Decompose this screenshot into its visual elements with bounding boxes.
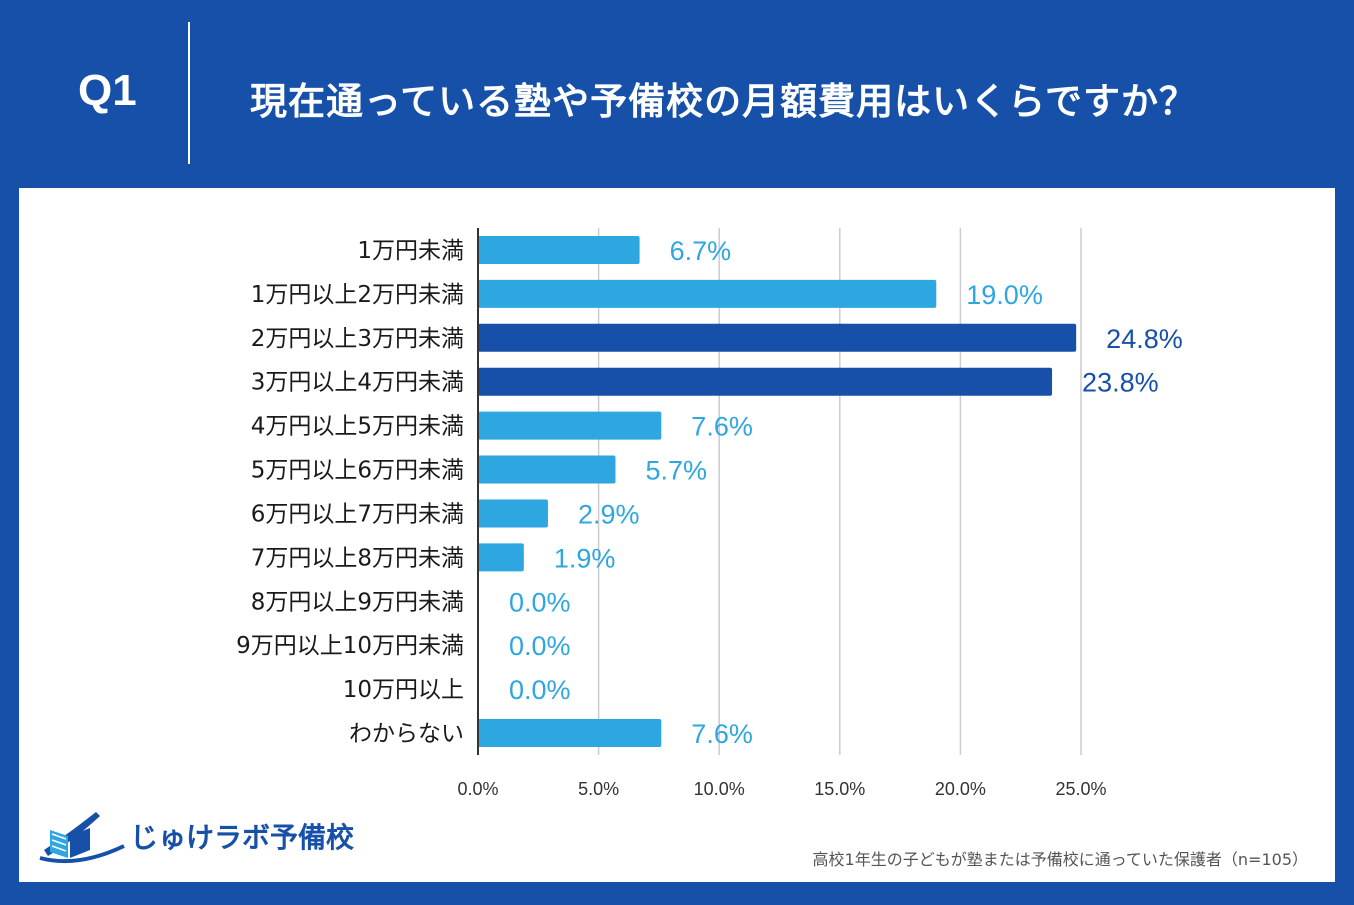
logo-text: じゅけラボ予備校 <box>130 821 355 854</box>
x-tick-label: 20.0% <box>935 779 986 799</box>
data-label: 0.0% <box>509 675 571 705</box>
bar-chart: 1万円未満 6.7% 1万円以上2万円未満 19.0% 2万円以上3万円未満 24.8% 3… <box>236 228 1183 799</box>
data-label: 5.7% <box>645 456 707 486</box>
category-label: 2万円以上3万円未満 <box>251 326 464 352</box>
category-label: 3万円以上4万円未満 <box>251 370 464 396</box>
open-book-icon <box>39 812 125 864</box>
category-label: 10万円以上 <box>343 677 464 703</box>
chart-panel: 1万円未満 6.7% 1万円以上2万円未満 19.0% 2万円以上3万円未満 24.8% 3… <box>19 188 1335 882</box>
data-label: 23.8% <box>1082 368 1159 398</box>
data-label: 24.8% <box>1106 324 1183 354</box>
data-label: 19.0% <box>966 280 1043 310</box>
x-tick-label: 25.0% <box>1055 779 1106 799</box>
category-label: 1万円未満 <box>357 238 464 264</box>
question-number: Q1 <box>78 66 137 115</box>
bar <box>478 411 662 440</box>
header-divider <box>188 22 190 164</box>
x-tick-label: 15.0% <box>814 779 865 799</box>
data-label: 0.0% <box>509 587 571 617</box>
bar <box>478 719 662 748</box>
category-label: 9万円以上10万円未満 <box>236 633 464 659</box>
x-tick-label: 0.0% <box>457 779 498 799</box>
data-label: 7.6% <box>691 412 753 442</box>
bar <box>478 543 524 572</box>
data-label: 2.9% <box>578 499 640 529</box>
logo: じゅけラボ予備校 <box>38 806 368 866</box>
header: Q1 現在通っている塾や予備校の月額費用はいくらですか？ <box>0 0 1354 188</box>
question-title: 現在通っている塾や予備校の月額費用はいくらですか？ <box>250 80 1198 123</box>
category-label: 1万円以上2万円未満 <box>251 282 464 308</box>
category-label: 7万円以上8万円未満 <box>251 545 464 571</box>
data-label: 1.9% <box>554 543 616 573</box>
bar <box>478 323 1077 352</box>
x-tick-label: 5.0% <box>578 779 619 799</box>
category-label: 4万円以上5万円未満 <box>251 414 464 440</box>
footnote: 高校1年生の子どもが塾または予備校に通っていた保護者（n=105） <box>812 850 1308 869</box>
data-label: 6.7% <box>670 236 732 266</box>
category-label: 5万円以上6万円未満 <box>251 458 464 484</box>
category-label: 6万円以上7万円未満 <box>251 501 464 527</box>
bar <box>478 499 548 528</box>
data-label: 0.0% <box>509 631 571 661</box>
category-label: わからない <box>349 721 464 747</box>
x-tick-label: 10.0% <box>694 779 745 799</box>
bar <box>478 455 616 484</box>
bar <box>478 279 937 308</box>
bar <box>478 367 1053 396</box>
data-label: 7.6% <box>691 719 753 749</box>
category-label: 8万円以上9万円未満 <box>251 589 464 615</box>
bar <box>478 235 640 264</box>
